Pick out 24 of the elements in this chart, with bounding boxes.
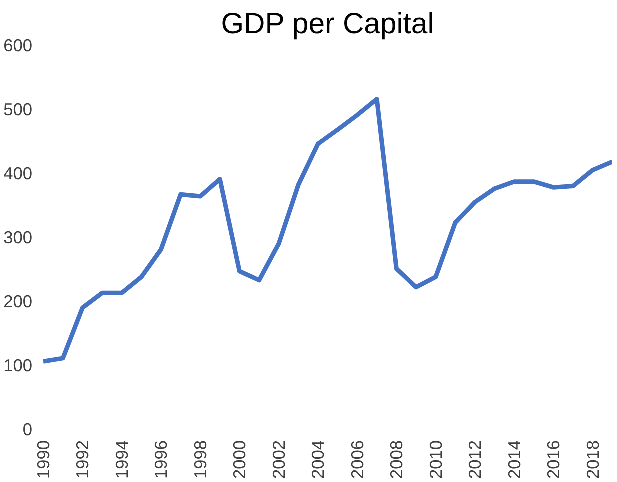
x-tick-label: 2018 — [582, 440, 603, 480]
x-tick-label: 2014 — [504, 440, 524, 480]
x-tick-label: 1992 — [72, 440, 93, 480]
x-tick-label: 2006 — [347, 440, 368, 480]
line-series — [44, 97, 612, 364]
x-tick-label: 2000 — [230, 440, 250, 480]
x-tick-label: 2010 — [426, 440, 446, 480]
y-tick-label: 600 — [4, 36, 33, 56]
x-tick-label: 2004 — [308, 440, 328, 480]
x-tick-label: 1998 — [190, 440, 210, 480]
x-tick-label: 1994 — [112, 440, 132, 480]
y-tick-label: 500 — [4, 100, 33, 120]
y-tick-label: 300 — [4, 228, 33, 248]
x-tick-label: 2012 — [465, 440, 486, 480]
chart-title: GDP per Capital — [221, 8, 434, 40]
y-tick-label: 200 — [4, 292, 33, 312]
x-tick-label: 2016 — [544, 440, 564, 480]
y-tick-label: 0 — [22, 420, 33, 440]
x-tick-label: 1990 — [34, 440, 54, 480]
x-tick-label: 1996 — [151, 440, 172, 480]
y-tick-label: 400 — [4, 164, 33, 184]
x-tick-label: 2002 — [268, 440, 289, 480]
y-tick-label: 100 — [4, 356, 33, 376]
x-tick-label: 2008 — [386, 440, 407, 480]
